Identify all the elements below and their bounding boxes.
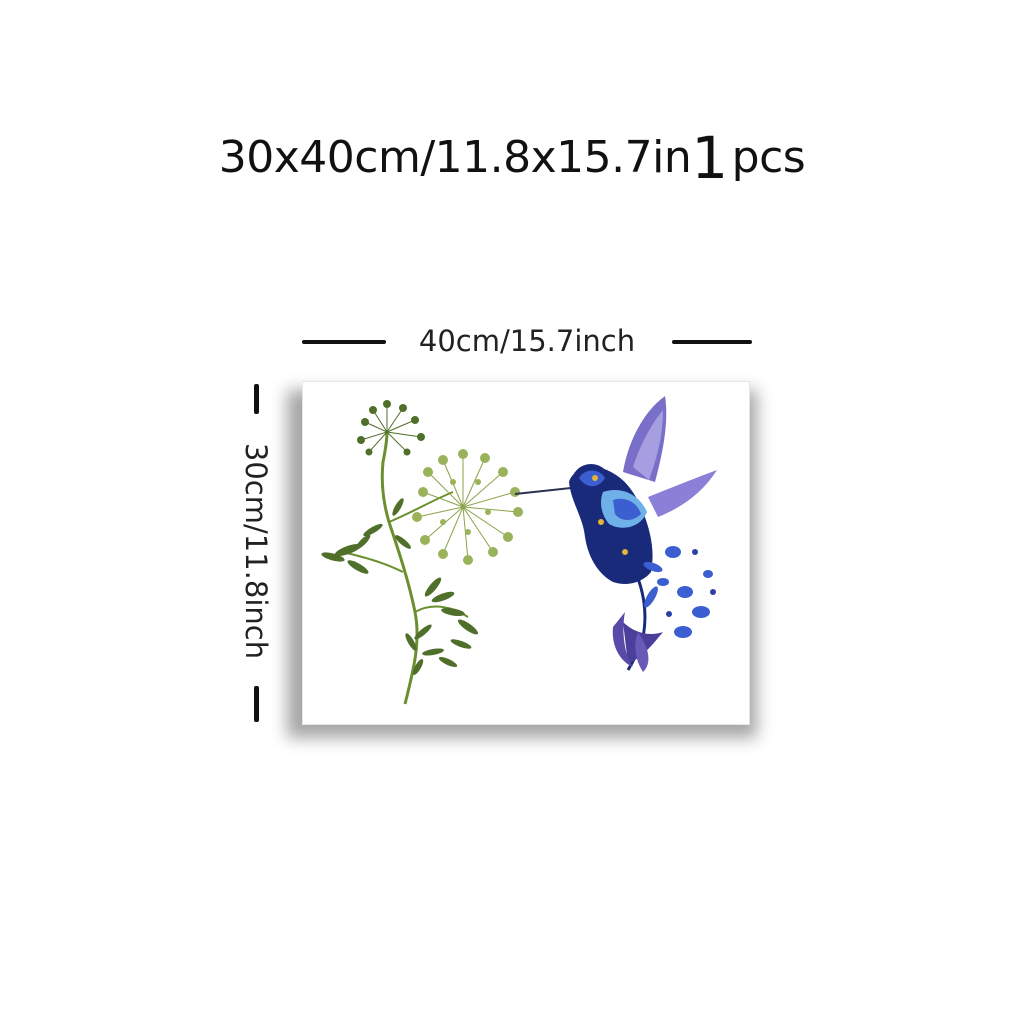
quantity-unit: pcs [731, 132, 806, 183]
width-line-left [302, 340, 386, 344]
hummingbird-illustration [514, 396, 717, 672]
size-text: 30x40cm/11.8x15.7in [218, 132, 692, 183]
plant-illustration [321, 400, 523, 705]
width-label: 40cm/15.7inch [418, 324, 636, 358]
size-title: 30x40cm/11.8x15.7in1pcs [0, 129, 1024, 187]
canvas-print [302, 381, 750, 725]
height-label: 30cm/11.8inch [239, 442, 273, 660]
artwork-illustration [321, 396, 717, 705]
height-tick-bottom [254, 686, 259, 722]
width-dimension: 40cm/15.7inch [300, 322, 754, 362]
height-dimension: 30cm/11.8inch [236, 380, 276, 722]
height-tick-top [254, 384, 259, 414]
width-line-right [672, 340, 752, 344]
small-flower-umbel [360, 404, 422, 453]
quantity-number: 1 [691, 124, 728, 192]
